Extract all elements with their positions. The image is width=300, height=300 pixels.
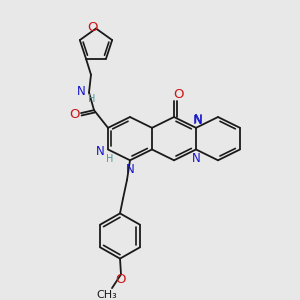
- Text: O: O: [87, 21, 97, 34]
- Text: H: H: [106, 154, 114, 164]
- Text: N: N: [96, 145, 104, 158]
- Text: N: N: [192, 152, 200, 165]
- Text: N: N: [76, 85, 85, 98]
- Text: O: O: [116, 273, 126, 286]
- Text: H: H: [88, 94, 96, 104]
- Text: O: O: [173, 88, 183, 101]
- Text: CH₃: CH₃: [97, 290, 117, 300]
- Text: N: N: [193, 114, 203, 128]
- Text: N: N: [126, 163, 134, 176]
- Text: N: N: [194, 113, 202, 127]
- Text: O: O: [69, 108, 79, 121]
